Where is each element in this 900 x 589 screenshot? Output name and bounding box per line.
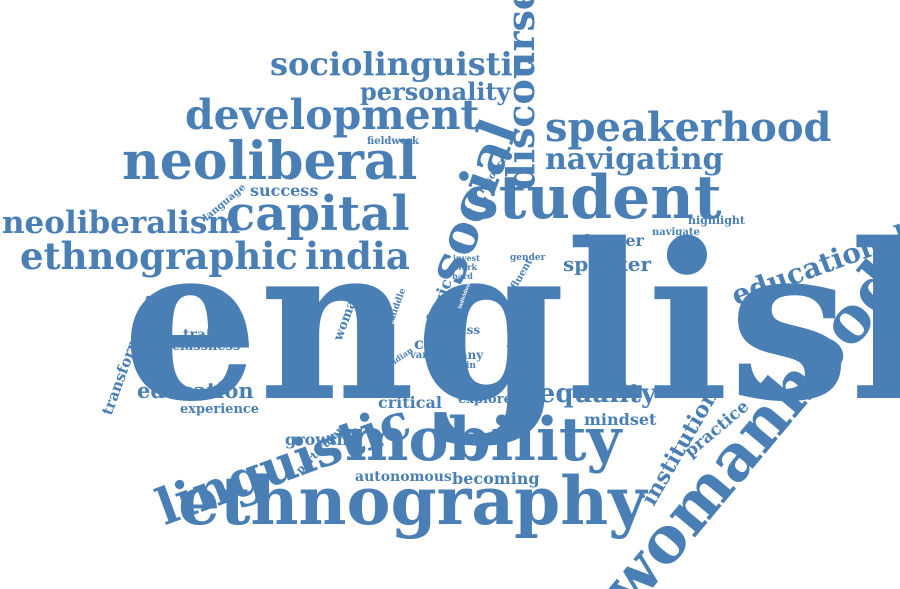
word-capital: capital xyxy=(226,186,410,242)
word-sociolinguistic: sociolinguistic xyxy=(270,45,533,83)
word-explore: explore xyxy=(458,392,512,407)
word-experience: experience xyxy=(180,402,260,417)
word-navigating: navigating xyxy=(545,142,724,177)
word-mobility: mobility xyxy=(345,405,622,475)
word-many: many xyxy=(447,348,484,362)
word-personality: personality xyxy=(360,77,511,106)
word-english: english xyxy=(122,196,900,449)
word-gender: gender xyxy=(510,253,546,263)
word-ethnographic: ethnographic xyxy=(20,234,298,278)
word-caste: caste xyxy=(414,334,461,353)
word-neoliberalism: neoliberalism xyxy=(2,205,241,241)
word-hope: hope xyxy=(396,324,413,331)
word-aspire: aspire xyxy=(406,311,424,317)
word-development: development xyxy=(185,91,480,139)
word-mindset: mindset xyxy=(584,410,657,429)
word-various: various xyxy=(410,350,451,361)
word-contest: contest xyxy=(506,326,517,368)
word-fieldwork: fieldwork xyxy=(367,136,419,147)
word-student: student xyxy=(465,163,722,233)
word-notion: notion xyxy=(523,298,537,342)
word-growth: growth xyxy=(285,430,349,449)
word-neoliberal: neoliberal xyxy=(122,131,418,192)
word-inequality: inequality xyxy=(510,379,657,409)
word-work: work xyxy=(455,262,477,272)
word-speakerhood: speakerhood xyxy=(545,104,832,151)
word-becoming: becoming xyxy=(452,469,540,488)
word-success: success xyxy=(250,181,319,200)
word-chapter: chapter xyxy=(575,231,644,250)
word-speaker: speaker xyxy=(563,252,652,276)
word-class: class xyxy=(447,323,481,337)
word-navigate: navigate xyxy=(652,227,700,238)
word-hard: hard xyxy=(452,271,473,281)
word-autonomous: autonomous xyxy=(355,469,452,485)
word-role: role xyxy=(401,298,413,304)
word-critical: critical xyxy=(378,393,442,412)
word-ethnography: ethnography xyxy=(178,462,647,540)
word-training: training xyxy=(183,327,247,343)
word-education: education xyxy=(137,378,254,403)
word-india: india xyxy=(305,234,410,278)
word-skill: skill xyxy=(399,305,416,314)
word-highlight: highlight xyxy=(688,214,745,227)
word-certain: certain xyxy=(440,361,476,371)
word-argue: argue xyxy=(392,317,415,326)
word-invest: invest xyxy=(453,253,480,263)
word-classness: classness xyxy=(172,339,241,354)
